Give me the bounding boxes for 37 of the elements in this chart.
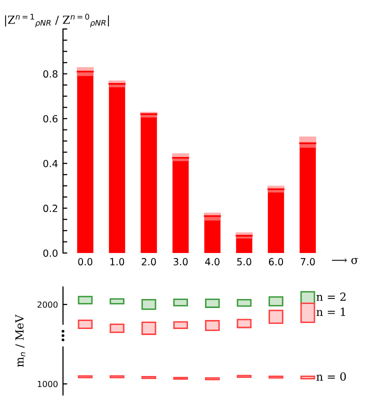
y-tick-label: 0.0 [43, 249, 58, 257]
x-tick-label: 3.0 [174, 258, 188, 266]
y-tick-label: 2000 [38, 301, 58, 308]
x-tick-label: 7.0 [300, 258, 315, 266]
y-tick-label: 0.8 [43, 70, 58, 78]
series-label: n = 2 [316, 292, 346, 301]
bar [110, 298, 124, 304]
bar [205, 320, 220, 331]
x-tick-label: 6.0 [268, 258, 284, 266]
x-tick-label: 2.0 [142, 258, 156, 266]
bar [300, 376, 316, 380]
x-tick-label: 5.0 [237, 258, 252, 266]
bar [268, 310, 284, 324]
y-tick-label: 0.4 [43, 160, 58, 168]
x-axis-title: ⟶ σ [332, 258, 358, 264]
y-axis-title: m$_{n}$ / MeV [15, 314, 26, 367]
y-axis-title: |Z$^{n=1}$$_{ρNR}$ / Z$^{n=0}$$_{ρNR}$| [5, 14, 109, 28]
bar [236, 318, 252, 328]
x-tick-label: 0.0 [78, 258, 92, 266]
bar [236, 299, 252, 307]
bar [300, 302, 316, 324]
y-tick-label: 1000 [38, 380, 58, 388]
bar [78, 320, 93, 329]
bar [110, 324, 124, 333]
y-tick-label: 0.2 [43, 204, 58, 212]
bar [141, 299, 156, 310]
series-label: n = 0 [316, 372, 346, 381]
bar [78, 296, 93, 304]
bar [173, 298, 188, 306]
x-tick-label: 4.0 [205, 258, 220, 266]
series-label: n = 1 [316, 308, 346, 316]
bar [205, 298, 220, 308]
bar [268, 296, 284, 306]
y-tick-label: 0.6 [43, 115, 58, 122]
bar [141, 322, 156, 335]
x-tick-label: 1.0 [110, 258, 124, 266]
bar [173, 321, 188, 329]
